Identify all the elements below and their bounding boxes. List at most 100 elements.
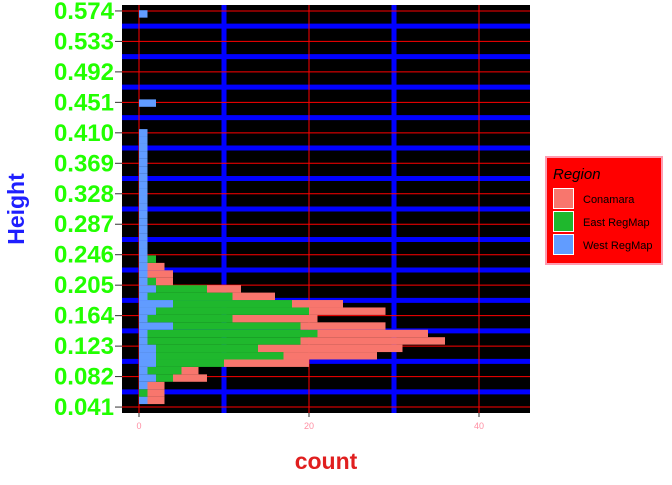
y-tick-label: 0.574 (54, 0, 115, 25)
legend-label: West RegMap (583, 240, 653, 252)
bar-segment (139, 143, 148, 152)
bar-segment (139, 314, 148, 323)
bar-segment (156, 307, 309, 315)
legend-key (554, 189, 573, 208)
y-tick-label: 0.123 (54, 333, 114, 360)
bar-segment (139, 337, 148, 345)
bar-segment (139, 99, 156, 107)
bar-segment (258, 344, 403, 353)
bar-segment (156, 344, 258, 353)
bar-segment (139, 181, 148, 189)
bar-segment (139, 188, 148, 196)
minor-grid (122, 5, 530, 413)
bar-segment (139, 233, 148, 241)
y-tick-label: 0.328 (54, 181, 114, 208)
bar-segment (139, 374, 156, 382)
y-tick-label: 0.492 (54, 59, 114, 86)
bar-segment (147, 329, 318, 338)
legend-label: East RegMap (583, 217, 650, 229)
bar-segment (156, 374, 173, 382)
bar-segment (139, 151, 148, 159)
bar-segment (147, 389, 165, 397)
bar-segment (139, 270, 148, 278)
bar-segment (147, 270, 173, 278)
bar-segment (317, 329, 428, 338)
bar-segment (139, 396, 148, 405)
bar-segment (139, 195, 148, 204)
bar-segment (139, 300, 173, 308)
bar-segment (139, 366, 148, 375)
bar-segment (147, 255, 156, 263)
y-tick-label: 0.041 (54, 394, 114, 421)
major-grid (122, 5, 530, 413)
y-tick-label: 0.287 (54, 211, 114, 238)
y-tick-label: 0.451 (54, 89, 114, 116)
bar-segment (139, 292, 148, 301)
bar-segment (207, 285, 241, 293)
bar-segment (139, 218, 148, 226)
bar-segment (147, 396, 165, 405)
bar-segment (139, 240, 148, 249)
bar-segment (147, 314, 233, 323)
bar-segment (139, 359, 156, 367)
bar-segment (232, 314, 318, 323)
legend-title: Region (553, 166, 601, 183)
bar-segment (139, 307, 156, 315)
bar-segment (147, 366, 182, 375)
y-tick-label: 0.410 (54, 120, 114, 147)
bar-segment (181, 366, 199, 375)
bar-segment (139, 344, 156, 353)
bar-segment (139, 262, 148, 271)
bar-segment (139, 210, 148, 219)
x-axis: 0 20 40 (136, 413, 484, 431)
bar-segment (139, 322, 173, 330)
bar-segment (147, 292, 233, 301)
legend-key (554, 212, 573, 231)
bar-segment (139, 158, 148, 167)
bar-segment (309, 307, 386, 315)
y-tick-label: 0.164 (54, 303, 115, 330)
bars (139, 10, 445, 405)
legend-label: Conamara (583, 194, 635, 206)
x-axis-title: count (295, 448, 358, 474)
bar-segment (232, 292, 275, 301)
bar-segment (139, 10, 148, 18)
bar-segment (139, 129, 148, 137)
bar-segment (156, 285, 207, 293)
bar-segment (139, 329, 148, 338)
bar-segment (139, 248, 148, 256)
legend-key (554, 235, 573, 254)
y-tick-label: 0.205 (54, 272, 114, 299)
x-tick-label: 40 (474, 421, 484, 431)
bar-segment (147, 381, 165, 390)
bar-segment (139, 173, 148, 182)
bar-segment (147, 277, 156, 286)
y-axis: 0.041 0.082 0.123 0.164 0.205 0.246 0.287 0.328… (54, 0, 122, 421)
bar-segment (139, 389, 148, 397)
bar-segment (139, 277, 148, 286)
bar-segment (139, 203, 148, 211)
bar-segment (139, 381, 148, 390)
bar-segment (224, 359, 309, 367)
y-tick-label: 0.082 (54, 364, 114, 391)
legend: Region Conamara East RegMap West RegMap (545, 156, 663, 265)
bar-segment (139, 166, 148, 174)
y-tick-label: 0.533 (54, 28, 114, 55)
y-tick-label: 0.246 (54, 242, 114, 269)
bar-segment (156, 359, 224, 367)
bar-segment (173, 322, 301, 330)
bar-segment (139, 255, 148, 263)
x-tick-label: 0 (136, 421, 141, 431)
bar-segment (300, 322, 386, 330)
bar-segment (156, 277, 173, 286)
bar-segment (139, 136, 148, 144)
bar-segment (173, 374, 207, 382)
x-tick-label: 20 (304, 421, 314, 431)
bar-segment (139, 285, 156, 293)
y-tick-label: 0.369 (54, 150, 114, 177)
bar-segment (156, 352, 284, 360)
bar-segment (173, 300, 292, 308)
bar-segment (292, 300, 343, 308)
bar-segment (300, 337, 445, 345)
